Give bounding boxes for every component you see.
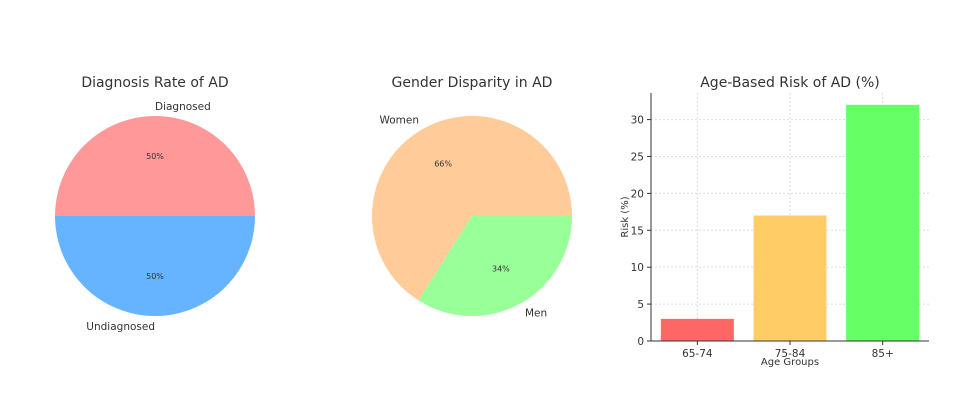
bar-85+ — [846, 104, 920, 341]
slice-label: Men — [525, 307, 547, 319]
diagnosis-pie: Diagnosed 50% Undiagnosed 50% — [55, 101, 255, 333]
slice-percent-label: 50% — [146, 152, 164, 161]
slice-label: Women — [379, 115, 419, 127]
y-tick-label: 15 — [631, 225, 644, 237]
y-tick-label: 10 — [631, 262, 644, 274]
bar-75-84 — [753, 215, 827, 341]
pie1-title: Diagnosis Rate of AD — [81, 75, 228, 91]
gender-pie: Women 66% Men 34% — [371, 115, 572, 319]
pie-slice-undiagnosed — [55, 216, 255, 316]
y-tick-label: 20 — [631, 188, 644, 200]
pie2-title: Gender Disparity in AD — [392, 75, 553, 91]
y-tick-label: 25 — [631, 151, 644, 163]
pie-slice-men — [418, 216, 572, 316]
y-axis-label: Risk (%) — [620, 196, 631, 237]
x-tick-label: 75-84 — [775, 348, 806, 360]
slice-label: Diagnosed — [155, 101, 211, 113]
slice-label: Undiagnosed — [86, 321, 155, 333]
slice-percent-label: 50% — [146, 272, 164, 281]
x-tick-label: 65-74 — [682, 348, 713, 360]
y-tick-label: 30 — [631, 115, 644, 127]
y-tick-label: 5 — [637, 299, 644, 311]
y-tick-label: 0 — [637, 336, 644, 348]
bar-title: Age-Based Risk of AD (%) — [700, 75, 880, 91]
slice-percent-label: 34% — [492, 265, 510, 274]
bar-65-74 — [660, 318, 734, 341]
slice-percent-label: 66% — [434, 159, 452, 168]
x-axis-label: Age Groups — [761, 357, 819, 368]
pie-slice-diagnosed — [55, 116, 255, 216]
x-tick-label: 85+ — [872, 348, 894, 360]
age-risk-bar-chart: 0 5 10 15 20 25 30 65-74 75-84 85+ — [631, 93, 929, 360]
pie-slice-women — [371, 115, 572, 301]
